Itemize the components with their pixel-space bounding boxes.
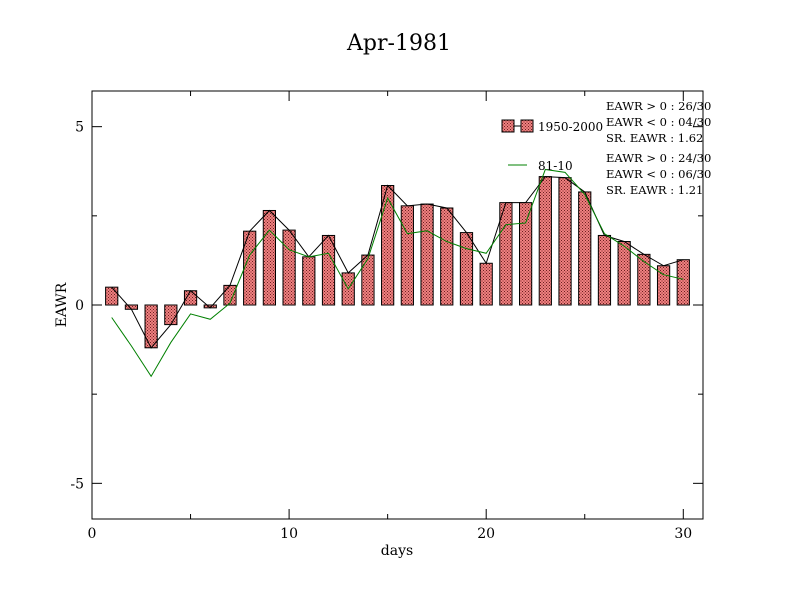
chart-title: Apr-1981 <box>346 31 451 56</box>
bar-day-1 <box>105 286 119 306</box>
legend-entry-1950-2000: 1950-2000 EAWR > 0 : 26/30 EAWR < 0 : 04… <box>501 99 711 145</box>
bar-day-26 <box>597 234 612 306</box>
stat-8110-sr: SR. EAWR : 1.21 <box>606 183 703 197</box>
stat-8110-pos: EAWR > 0 : 24/30 <box>606 151 711 165</box>
y-tick-label: -5 <box>70 476 84 492</box>
x-axis-label: days <box>381 543 413 559</box>
bar-day-11 <box>302 256 316 306</box>
x-tick-label: 20 <box>477 526 495 542</box>
bar-day-20 <box>479 262 493 306</box>
y-tick-label: 5 <box>75 120 84 136</box>
bar-day-30 <box>676 259 690 306</box>
y-axis-label: EAWR <box>54 282 70 327</box>
bar-day-10 <box>282 229 296 306</box>
bar-day-4 <box>164 304 178 326</box>
x-tick-label: 30 <box>674 526 692 542</box>
bar-day-12 <box>321 234 336 306</box>
bar-day-21 <box>499 202 513 306</box>
line-1950-2000 <box>111 176 684 349</box>
legend: 1950-2000 EAWR > 0 : 26/30 EAWR < 0 : 04… <box>501 99 711 197</box>
y-tick-label: 0 <box>75 298 84 314</box>
legend-swatch-bar-left <box>501 119 515 133</box>
x-tick-label: 10 <box>280 526 298 542</box>
bar-day-22 <box>519 202 533 306</box>
bar-day-18 <box>440 207 454 306</box>
x-tick-label: 0 <box>88 526 97 542</box>
bar-day-14 <box>361 254 375 306</box>
bars-1950-2000 <box>105 176 690 349</box>
bar-day-17 <box>420 203 434 306</box>
bar-day-19 <box>459 232 474 306</box>
bar-day-23 <box>538 176 552 306</box>
axis-ticks: 0 10 20 30 -5 0 5 <box>70 91 703 542</box>
line-81-10 <box>111 168 684 378</box>
stat-1950-neg: EAWR < 0 : 04/30 <box>606 115 711 129</box>
bar-day-16 <box>400 205 414 306</box>
bar-day-27 <box>617 241 631 306</box>
series-lines <box>111 168 684 378</box>
legend-label-81-10: 81-10 <box>538 159 573 173</box>
stat-8110-neg: EAWR < 0 : 06/30 <box>606 167 711 181</box>
bar-day-25 <box>578 191 592 306</box>
stat-1950-pos: EAWR > 0 : 26/30 <box>606 99 711 113</box>
bar-day-3 <box>144 304 158 349</box>
legend-label-1950-2000: 1950-2000 <box>538 120 603 134</box>
bar-day-15 <box>381 185 395 306</box>
legend-entry-81-10: 81-10 EAWR > 0 : 24/30 EAWR < 0 : 06/30 … <box>508 151 711 197</box>
bar-day-24 <box>558 177 572 306</box>
legend-swatch-bar-right <box>520 119 534 133</box>
stat-1950-sr: SR. EAWR : 1.62 <box>606 131 703 145</box>
bar-day-9 <box>262 209 276 306</box>
